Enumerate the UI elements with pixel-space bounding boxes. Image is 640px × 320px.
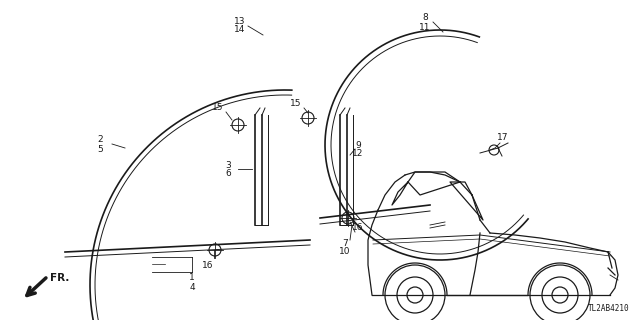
Text: 4: 4 <box>189 283 195 292</box>
Text: 3: 3 <box>225 161 231 170</box>
Text: 10: 10 <box>339 247 351 257</box>
Text: FR.: FR. <box>50 273 69 283</box>
Text: 17: 17 <box>497 133 509 142</box>
Text: 6: 6 <box>225 170 231 179</box>
Text: TL2AB4210: TL2AB4210 <box>588 304 630 313</box>
Text: 12: 12 <box>352 149 364 158</box>
Text: 5: 5 <box>97 145 103 154</box>
Text: 11: 11 <box>419 22 431 31</box>
Text: 14: 14 <box>234 26 246 35</box>
Text: 15: 15 <box>291 99 301 108</box>
Text: 8: 8 <box>422 13 428 22</box>
Text: 7: 7 <box>342 238 348 247</box>
Text: 13: 13 <box>234 18 246 27</box>
Text: 16: 16 <box>352 223 364 233</box>
Text: 15: 15 <box>212 103 224 113</box>
Text: 16: 16 <box>202 260 214 269</box>
Text: 9: 9 <box>355 140 361 149</box>
Text: 1: 1 <box>189 274 195 283</box>
Text: 2: 2 <box>97 135 103 145</box>
